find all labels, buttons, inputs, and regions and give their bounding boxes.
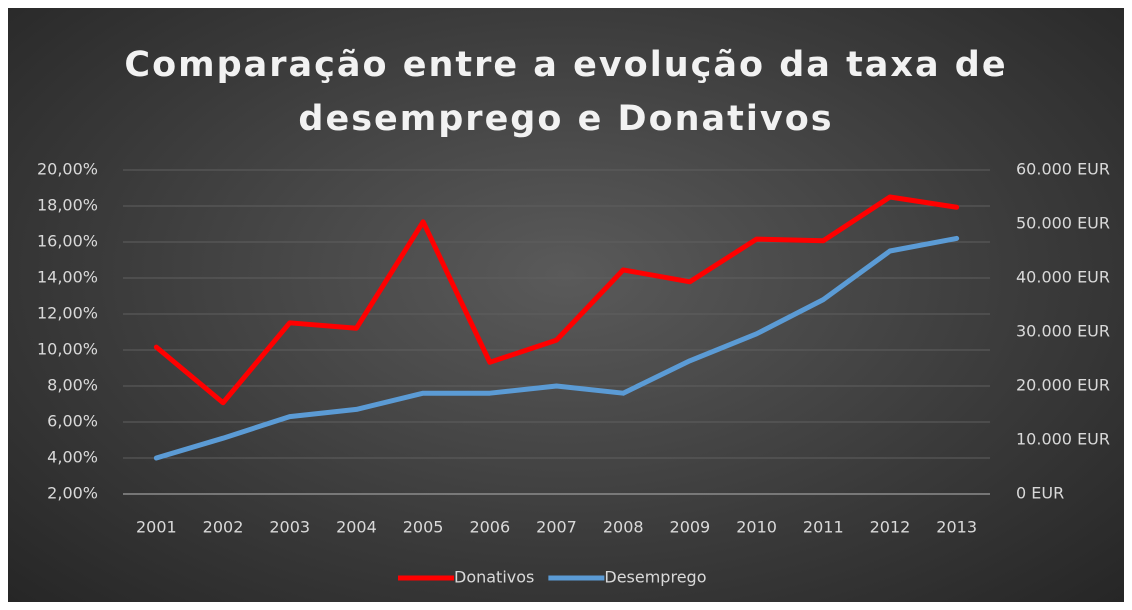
y2-tick-label: 50.000 EUR [1016, 214, 1110, 233]
y-tick-label: 10,00% [37, 340, 98, 359]
y-tick-label: 16,00% [37, 232, 98, 251]
y-tick-label: 18,00% [37, 196, 98, 215]
x-tick-label: 2005 [403, 518, 444, 537]
x-tick-label: 2007 [536, 518, 577, 537]
x-tick-label: 2003 [269, 518, 310, 537]
y-tick-label: 14,00% [37, 268, 98, 287]
x-tick-label: 2012 [870, 518, 911, 537]
x-tick-label: 2011 [803, 518, 844, 537]
y-tick-label: 8,00% [47, 376, 98, 395]
y2-tick-label: 60.000 EUR [1016, 160, 1110, 179]
y2-tick-label: 20.000 EUR [1016, 376, 1110, 395]
chart-background [8, 8, 1124, 602]
y2-tick-label: 10.000 EUR [1016, 430, 1110, 449]
x-tick-label: 2010 [736, 518, 777, 537]
y2-tick-label: 30.000 EUR [1016, 322, 1110, 341]
series-line [153, 235, 960, 461]
series-line [153, 194, 960, 406]
x-tick-label: 2006 [469, 518, 510, 537]
x-tick-label: 2009 [670, 518, 711, 537]
y-tick-label: 20,00% [37, 160, 98, 179]
y-tick-label: 4,00% [47, 448, 98, 467]
legend-label: Desemprego [604, 568, 706, 587]
legend-label: Donativos [454, 568, 534, 587]
x-tick-label: 2001 [136, 518, 177, 537]
y-tick-label: 2,00% [47, 484, 98, 503]
chart-title: Comparação entre a evolução da taxa de d… [124, 45, 1008, 139]
y-tick-label: 6,00% [47, 412, 98, 431]
y-tick-label: 12,00% [37, 304, 98, 323]
x-tick-label: 2002 [203, 518, 244, 537]
y2-tick-label: 40.000 EUR [1016, 268, 1110, 287]
x-tick-label: 2013 [936, 518, 977, 537]
x-tick-label: 2004 [336, 518, 377, 537]
x-tick-label: 2008 [603, 518, 644, 537]
y2-tick-label: 0 EUR [1016, 484, 1064, 503]
